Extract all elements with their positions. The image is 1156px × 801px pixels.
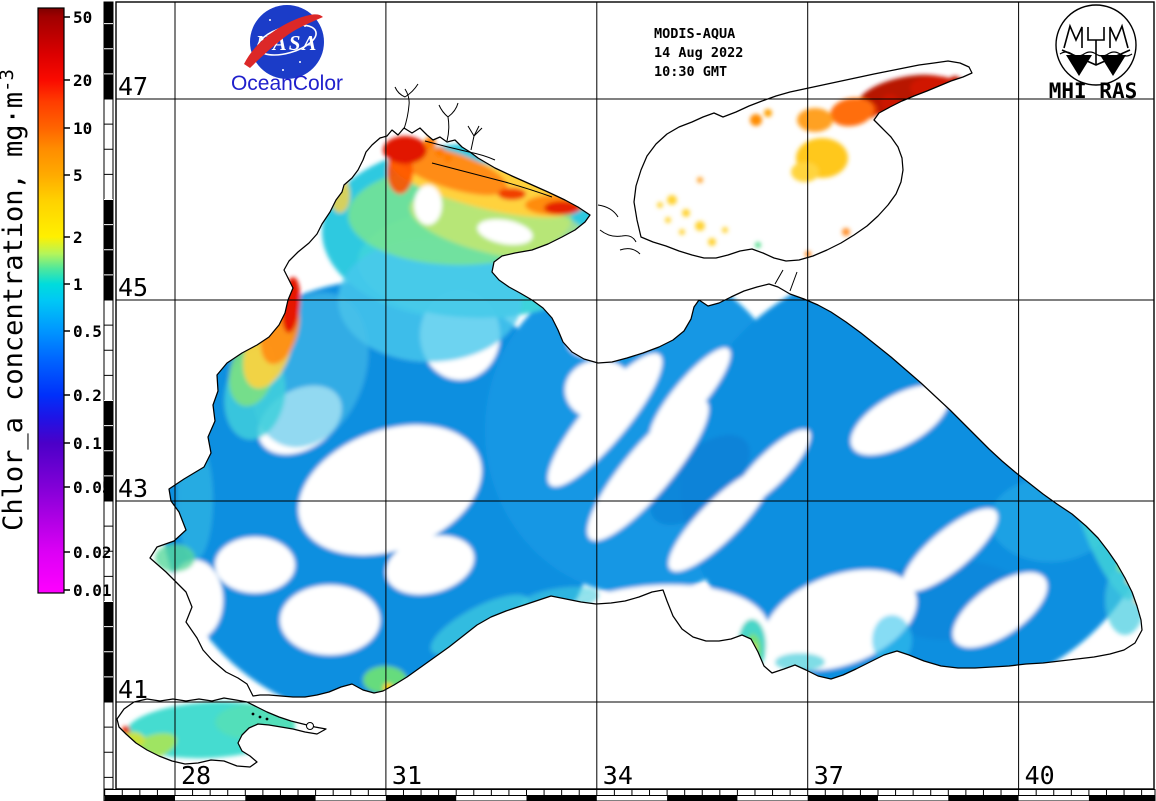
svg-text:47: 47: [118, 72, 148, 101]
nasa-logo: NASA OceanColor: [231, 5, 343, 95]
svg-text:31: 31: [392, 761, 422, 790]
coastlines: [116, 60, 1143, 768]
header-sensor: MODIS-AQUA: [654, 26, 735, 42]
azov-bloom-spots: [657, 74, 962, 257]
header-block: MODIS-AQUA 14 Aug 2022 10:30 GMT: [654, 26, 743, 80]
svg-text:34: 34: [603, 761, 633, 790]
svg-text:1: 1: [73, 275, 83, 294]
azov-coastline: [633, 60, 973, 262]
mhi-emblem: [1059, 23, 1133, 76]
header-time: 10:30 GMT: [654, 64, 727, 80]
header-date: 14 Aug 2022: [654, 45, 743, 61]
svg-text:2: 2: [73, 228, 83, 247]
svg-text:28: 28: [181, 761, 211, 790]
coordinate-labels: 47 45 43 41 28 31 34 37 40: [118, 72, 1055, 790]
small-islands: [251, 712, 269, 721]
svg-text:10: 10: [73, 119, 92, 138]
svg-text:37: 37: [814, 761, 844, 790]
svg-text:41: 41: [118, 675, 148, 704]
longitude-ruler: [103, 789, 1156, 801]
svg-text:0.05: 0.05: [73, 478, 112, 497]
sea-data: [121, 74, 1142, 763]
colorbar-title: Chlor_a concentration, mg·m-3: [0, 69, 29, 531]
mhi-wordmark: MHI RAS: [1049, 79, 1138, 103]
black-sea-coastline: [149, 127, 1143, 698]
mhi-logo: MHI RAS: [1049, 4, 1138, 103]
latitude-ruler: [103, 1, 114, 790]
marmara-coastline: [116, 697, 327, 768]
colorbar: 50 20 10 5 2 1 0.5 0.2 0.1 0.05 0.02 0.01 Chlor_a c…: [0, 7, 112, 600]
rivers-and-lagoons: [306, 83, 798, 730]
svg-text:0.02: 0.02: [73, 543, 112, 562]
svg-text:20: 20: [73, 71, 92, 90]
nasa-swoosh: [244, 14, 323, 69]
svg-text:0.1: 0.1: [73, 434, 102, 453]
colorbar-ticks: 50 20 10 5 2 1 0.5 0.2 0.1 0.05 0.02 0.01: [64, 8, 112, 600]
colorbar-gradient: [37, 7, 65, 594]
svg-text:0.01: 0.01: [73, 581, 112, 600]
svg-text:0.2: 0.2: [73, 386, 102, 405]
svg-text:45: 45: [118, 273, 148, 302]
svg-text:50: 50: [73, 8, 92, 27]
graticule-grid: [116, 2, 1154, 789]
svg-text:43: 43: [118, 474, 148, 503]
oceancolor-wordmark: OceanColor: [231, 72, 343, 95]
svg-text:5: 5: [73, 166, 83, 185]
svg-text:0.5: 0.5: [73, 322, 102, 341]
svg-text:40: 40: [1025, 761, 1055, 790]
marmara-bloom: [121, 701, 295, 763]
